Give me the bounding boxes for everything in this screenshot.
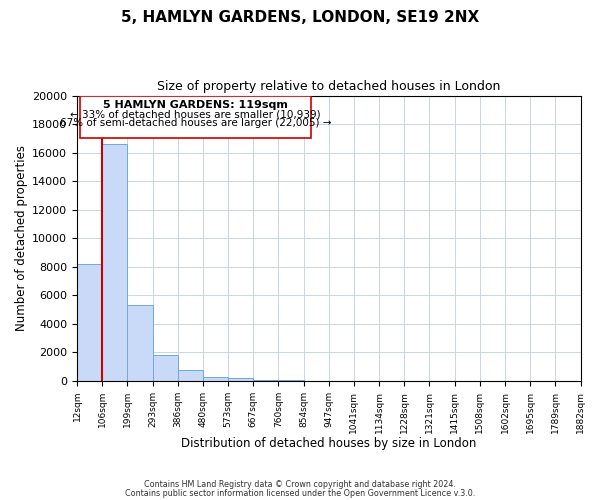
Text: 5, HAMLYN GARDENS, LONDON, SE19 2NX: 5, HAMLYN GARDENS, LONDON, SE19 2NX [121,10,479,25]
Bar [152,354,178,381]
Bar [278,380,304,381]
Bar [77,264,102,381]
Text: Contains public sector information licensed under the Open Government Licence v.: Contains public sector information licen… [125,490,475,498]
Text: 5 HAMLYN GARDENS: 119sqm: 5 HAMLYN GARDENS: 119sqm [103,100,288,110]
Bar [203,376,228,381]
FancyBboxPatch shape [80,96,311,138]
Bar [253,380,278,381]
Bar [178,370,203,381]
Y-axis label: Number of detached properties: Number of detached properties [15,146,28,332]
Text: 67% of semi-detached houses are larger (22,005) →: 67% of semi-detached houses are larger (… [60,118,331,128]
Bar [228,378,253,381]
Text: ← 33% of detached houses are smaller (10,939): ← 33% of detached houses are smaller (10… [70,109,321,119]
X-axis label: Distribution of detached houses by size in London: Distribution of detached houses by size … [181,437,476,450]
Text: Contains HM Land Registry data © Crown copyright and database right 2024.: Contains HM Land Registry data © Crown c… [144,480,456,489]
Bar [102,144,127,381]
Title: Size of property relative to detached houses in London: Size of property relative to detached ho… [157,80,500,93]
Bar [127,306,152,381]
